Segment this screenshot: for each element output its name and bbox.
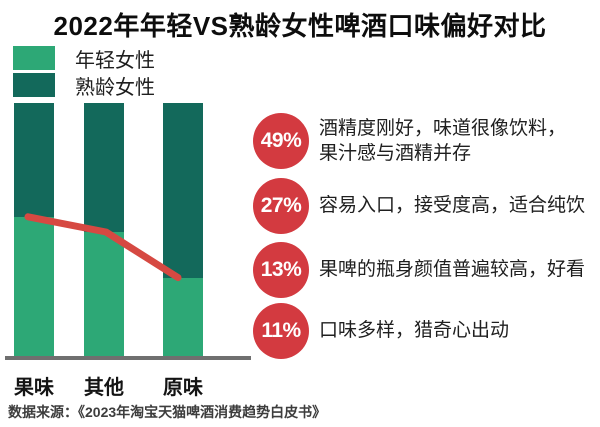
segment-mature-women bbox=[14, 103, 54, 217]
legend-label: 熟龄女性 bbox=[75, 76, 155, 99]
x-axis-line bbox=[5, 356, 251, 360]
callout-row-13%: 13% 果啤的瓶身颜值普遍较高，好看 bbox=[253, 242, 591, 298]
data-source: 数据来源：《2023年淘宝天猫啤酒消费趋势白皮书》 bbox=[8, 404, 327, 420]
segment-young-women bbox=[14, 216, 54, 356]
x-axis-label-其他: 其他 bbox=[84, 377, 124, 399]
segment-mature-women bbox=[84, 103, 124, 232]
stacked-bar-其他 bbox=[84, 103, 124, 356]
legend-item-0: 年轻女性 bbox=[13, 46, 155, 72]
callout-row-11%: 11% 口味多样，猎奇心出动 bbox=[253, 303, 591, 359]
x-axis-label-果味: 果味 bbox=[14, 377, 54, 399]
callout-text: 容易入口，接受度高，适合纯饮 bbox=[319, 195, 586, 217]
legend-label: 年轻女性 bbox=[75, 49, 155, 72]
legend-swatch bbox=[13, 46, 55, 70]
legend: 年轻女性 熟龄女性 bbox=[13, 46, 155, 100]
legend-item-1: 熟龄女性 bbox=[13, 73, 155, 99]
callout-row-27%: 27% 容易入口，接受度高，适合纯饮 bbox=[253, 178, 591, 234]
callout-text: 口味多样，猎奇心出动 bbox=[319, 320, 510, 342]
stacked-bar-原味 bbox=[163, 103, 203, 356]
percent-badge: 11% bbox=[253, 303, 309, 359]
segment-mature-women bbox=[163, 103, 203, 278]
callout-text: 酒精度刚好，味道很像饮料， 果汁感与酒精并存 bbox=[319, 117, 567, 164]
percent-badge: 49% bbox=[253, 113, 309, 169]
stacked-bar-果味 bbox=[14, 103, 54, 356]
x-axis-label-原味: 原味 bbox=[163, 377, 203, 399]
segment-young-women bbox=[84, 232, 124, 356]
page-title: 2022年年轻VS熟龄女性啤酒口味偏好对比 bbox=[53, 11, 547, 41]
segment-young-women bbox=[163, 277, 203, 356]
percent-badge: 13% bbox=[253, 242, 309, 298]
percent-badge: 27% bbox=[253, 178, 309, 234]
legend-swatch bbox=[13, 73, 55, 97]
callout-row-49%: 49% 酒精度刚好，味道很像饮料， 果汁感与酒精并存 bbox=[253, 113, 591, 169]
callout-text: 果啤的瓶身颜值普遍较高，好看 bbox=[319, 259, 586, 281]
